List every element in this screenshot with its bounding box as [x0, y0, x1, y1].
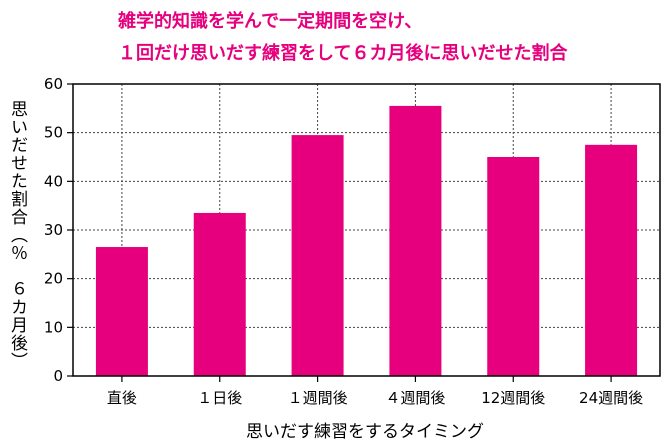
x-tick-label: 24週間後 [579, 389, 643, 407]
chart-title-line-2: １回だけ思いだす練習をして６カ月後に思いだせた割合 [118, 43, 568, 64]
y-tick-label: 40 [44, 172, 63, 190]
bar [291, 135, 344, 376]
x-tick-label: ４週間後 [385, 389, 445, 407]
y-tick-label: 20 [44, 270, 63, 288]
y-tick-label: 50 [44, 124, 63, 142]
y-axis-label: 思いだせた割合（％ ６カ月後） [7, 100, 27, 370]
x-tick-label: 12週間後 [481, 389, 545, 407]
chart-title: 雑学的知識を学んで一定期間を空け、 １回だけ思いだす練習をして６カ月後に思いだせ… [118, 6, 658, 70]
bar [95, 247, 148, 376]
bar [487, 157, 540, 376]
bar [585, 144, 638, 376]
y-tick-label: 10 [44, 318, 63, 336]
y-tick-label: 60 [44, 75, 63, 93]
y-tick-label: 30 [44, 221, 63, 239]
x-axis-label: 思いだす練習をするタイミング [246, 422, 484, 442]
x-tick-label: １週間後 [288, 389, 348, 407]
x-tick-label: １日後 [197, 389, 242, 407]
y-tick-label: 0 [53, 367, 63, 385]
chart-title-line-1: 雑学的知識を学んで一定期間を空け、 [118, 11, 423, 32]
bar [193, 212, 246, 376]
bar [389, 105, 442, 377]
x-tick-label: 直後 [107, 389, 137, 407]
